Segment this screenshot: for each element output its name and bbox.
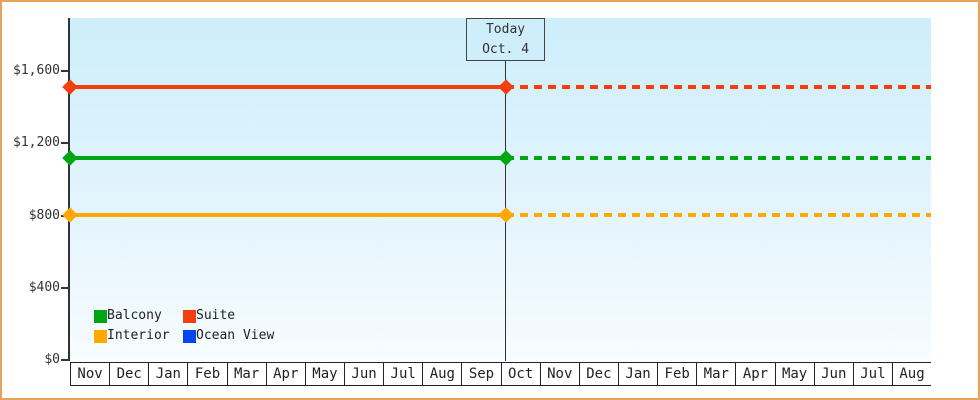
y-tick-label: $1,600	[13, 63, 60, 78]
x-axis-month-cell: Jun	[815, 363, 854, 385]
x-axis-month-cell: Oct	[502, 363, 541, 385]
y-tick-mark	[61, 70, 68, 72]
legend-label: Suite	[196, 308, 236, 323]
y-tick-mark	[61, 359, 68, 361]
legend-swatch-icon	[94, 309, 107, 323]
x-axis-month-cell: Nov	[71, 363, 111, 385]
x-axis-month-cell: Sep	[462, 363, 502, 385]
today-annotation-box: Today Oct. 4	[466, 18, 546, 61]
x-axis-month-cell: May	[306, 363, 345, 385]
y-tick-label: $1,200	[13, 135, 60, 151]
legend-label: Ocean View	[196, 328, 275, 343]
price-line-balcony-dotted	[505, 155, 931, 160]
x-axis-month-cell: Jan	[619, 363, 659, 385]
x-axis-month-cell: Apr	[267, 363, 306, 385]
x-axis-month-cell: Feb	[658, 363, 698, 385]
y-tick-mark	[61, 142, 68, 145]
x-axis-month-cell: Aug	[423, 363, 463, 385]
legend-label: Interior	[107, 328, 170, 343]
legend-swatch-icon	[94, 329, 107, 343]
y-tick-mark	[61, 286, 68, 289]
x-axis-month-cell: Aug	[899, 366, 925, 382]
today-annotation-date: Oct. 4	[482, 42, 530, 57]
y-axis	[68, 18, 70, 361]
x-axis-month-cell: Mar	[697, 363, 737, 385]
x-axis-month-cell: Apr	[736, 363, 776, 385]
price-line-suite-dotted	[505, 85, 931, 90]
today-annotation-title: Today	[485, 22, 526, 37]
x-axis-month-cell: May	[776, 363, 815, 385]
legend-swatch-icon	[183, 309, 196, 323]
x-axis-month-cell: Dec	[110, 363, 150, 385]
legend-item: Ocean View	[183, 329, 274, 343]
legend: Balcony Suite Interior Ocean View	[94, 309, 274, 343]
price-line-interior-solid	[70, 212, 506, 217]
y-tick-label: $0	[44, 352, 60, 367]
x-axis-month-cell: Feb	[188, 363, 228, 385]
price-line-suite-solid	[70, 85, 506, 90]
x-axis-month-cell: Jul	[854, 363, 893, 385]
x-axis-month-cell: Jan	[149, 363, 189, 385]
legend-item: Suite	[183, 309, 274, 323]
y-tick-label: $400	[28, 279, 60, 295]
price-line-balcony-solid	[70, 155, 506, 160]
x-axis-month-cell: Jul	[384, 363, 424, 385]
legend-swatch-icon	[183, 329, 196, 343]
x-axis-month-cell: Nov	[541, 363, 580, 385]
legend-item: Interior	[94, 329, 183, 343]
legend-label: Balcony	[107, 308, 162, 323]
y-tick-label: $800	[28, 207, 60, 223]
x-axis-month-cell: Dec	[580, 363, 619, 385]
price-line-interior-dotted	[505, 212, 931, 217]
plot-area	[70, 18, 931, 361]
x-axis-month-cell: Mar	[228, 363, 267, 385]
legend-item: Balcony	[94, 309, 183, 323]
x-axis-month-cell: Jun	[345, 363, 385, 385]
x-axis-month-row: Nov Dec Jan Feb Mar Apr May Jun Jul Aug Sep Oct Nov D…	[70, 362, 931, 386]
